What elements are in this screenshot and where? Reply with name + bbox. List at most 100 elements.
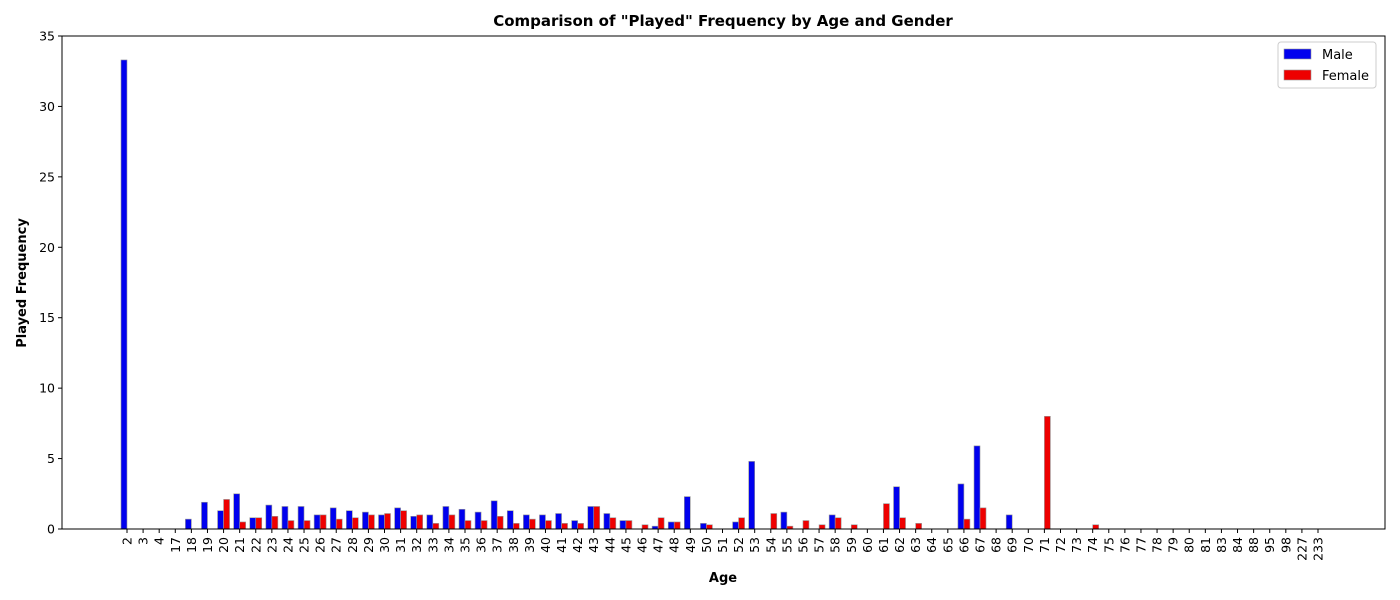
bar-female-age-43 [593,506,601,530]
x-tick-label: 17 [168,537,183,553]
bar-female-age-67 [979,507,987,530]
bar-male-age-22 [249,517,257,530]
x-tick-label: 227 [1294,537,1309,561]
bar-male-age-66 [957,483,965,530]
bar-female-age-56 [802,520,810,530]
x-tick-label: 2 [120,537,135,545]
x-tick-label: 76 [1117,537,1132,553]
x-tick-label: 30 [377,537,392,553]
x-tick-label: 52 [731,537,746,553]
x-tick-label: 69 [1005,537,1020,553]
x-tick-label: 65 [940,537,955,553]
y-tick-label: 15 [39,310,55,325]
bar-male-age-50 [700,523,707,530]
x-tick-label: 68 [989,537,1004,553]
x-tick-label: 18 [184,537,199,553]
x-tick-label: 39 [522,537,537,553]
x-tick-label: 28 [345,537,360,553]
x-tick-label: 67 [973,537,988,553]
bar-male-age-41 [555,513,562,530]
bar-female-age-59 [850,524,858,530]
bar-male-age-58 [828,514,836,530]
x-tick-label: 20 [216,537,231,553]
legend-label-female: Female [1322,69,1369,84]
x-tick-label: 50 [699,537,714,553]
bar-female-age-20 [223,499,230,530]
x-tick-label: 23 [264,537,279,553]
x-tick-label: 19 [200,537,215,553]
bar-female-age-42 [577,523,584,530]
bar-male-age-29 [362,511,369,530]
y-axis: 0 5 10 15 20 25 30 35 [39,29,62,537]
bar-male-age-36 [474,511,482,530]
bar-male-age-32 [410,516,418,530]
x-tick-label: 41 [554,537,569,553]
bar-male-age-31 [394,507,401,530]
bar-male-age-25 [297,506,305,530]
bar-female-age-50 [706,524,713,530]
bar-female-age-74 [1092,524,1099,530]
y-tick-label: 30 [39,99,55,114]
bar-male-age-62 [893,486,900,530]
x-tick-label: 21 [232,537,247,553]
x-tick-label: 83 [1214,537,1229,553]
x-tick-label: 59 [844,537,859,553]
x-tick-label: 58 [828,537,843,553]
bar-female-age-71 [1044,416,1051,530]
x-tick-label: 71 [1037,537,1052,553]
x-tick-label: 61 [876,537,891,553]
bar-male-age-52 [732,521,739,530]
x-tick-label: 3 [136,537,151,545]
x-tick-label: 25 [297,537,312,553]
bar-female-age-27 [335,518,343,530]
x-tick-label: 27 [329,537,344,553]
bar-female-age-30 [384,513,391,530]
x-tick-label: 55 [779,537,794,553]
bar-female-age-21 [239,521,246,530]
bar-female-age-57 [818,524,826,530]
bar-male-age-43 [587,506,595,530]
bar-male-age-40 [539,514,546,530]
x-tick-label: 77 [1133,537,1148,553]
x-tick-label: 40 [538,537,553,553]
legend: Male Female [1277,41,1377,89]
bar-female-age-29 [368,514,375,530]
x-tick-label: 35 [457,537,472,553]
bar-female-age-22 [255,517,263,530]
x-tick-label: 48 [667,537,682,553]
bar-female-age-40 [545,520,552,530]
x-tick-label: 60 [860,537,875,553]
bar-male-age-26 [313,514,321,530]
bar-male-age-44 [603,513,611,530]
bar-male-age-35 [458,508,466,530]
x-tick-label: 72 [1053,537,1068,553]
x-tick-label: 95 [1262,537,1277,553]
y-tick-label: 10 [39,381,55,396]
bar-male-age-42 [571,520,578,530]
x-tick-label: 45 [618,537,633,553]
x-tick-label: 26 [313,537,328,553]
x-tick-label: 63 [908,537,923,553]
x-tick-label: 29 [361,537,376,553]
x-tick-label: 57 [812,537,827,553]
bar-female-age-33 [432,523,440,530]
x-tick-label: 37 [490,537,505,553]
bar-male-age-18 [185,518,192,530]
x-axis-label: Age [709,571,737,586]
bar-male-age-38 [506,510,514,530]
bar-female-age-26 [319,514,327,530]
y-tick-label: 0 [47,522,55,537]
bar-male-age-30 [378,514,385,530]
bar-female-age-62 [899,517,906,530]
y-tick-label: 35 [39,29,55,44]
bar-female-age-47 [657,517,665,530]
y-tick-label: 25 [39,169,55,184]
bar-female-age-36 [480,520,488,530]
legend-swatch-male [1283,48,1312,60]
y-tick-label: 20 [39,240,55,255]
x-tick-label: 33 [425,537,440,553]
bar-male-age-28 [346,510,353,530]
x-tick-label: 78 [1150,537,1165,553]
bar-male-age-27 [329,507,337,530]
